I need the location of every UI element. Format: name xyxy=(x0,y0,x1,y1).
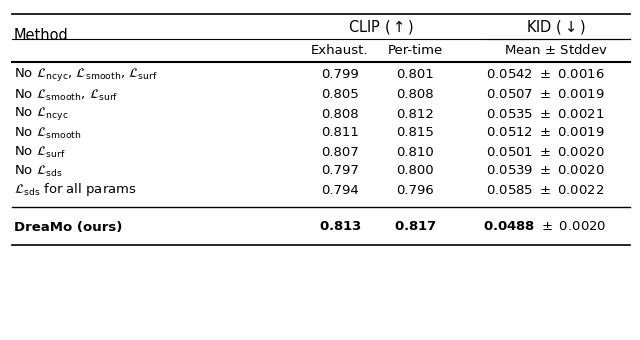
Text: CLIP ($\uparrow$): CLIP ($\uparrow$) xyxy=(348,18,414,36)
Text: KID ($\downarrow$): KID ($\downarrow$) xyxy=(526,18,586,36)
Text: 0.808: 0.808 xyxy=(396,88,434,102)
Text: $\mathbf{0.0488}\ \pm\ $0.0020: $\mathbf{0.0488}\ \pm\ $0.0020 xyxy=(483,221,607,234)
Text: 0.796: 0.796 xyxy=(396,184,434,197)
Text: 0.794: 0.794 xyxy=(321,184,359,197)
Text: 0.805: 0.805 xyxy=(321,88,359,102)
Text: 0.797: 0.797 xyxy=(321,165,359,177)
Text: 0.811: 0.811 xyxy=(321,126,359,139)
Text: Per-time: Per-time xyxy=(387,44,443,56)
Text: No $\mathcal{L}_{\mathrm{ncyc}}$: No $\mathcal{L}_{\mathrm{ncyc}}$ xyxy=(14,105,68,122)
Text: 0.800: 0.800 xyxy=(396,165,434,177)
Text: $0.0501\ \pm\ $0.0020: $0.0501\ \pm\ $0.0020 xyxy=(486,146,604,158)
Text: $0.0507\ \pm\ $0.0019: $0.0507\ \pm\ $0.0019 xyxy=(486,88,604,102)
Text: No $\mathcal{L}_{\mathrm{smooth}}$, $\mathcal{L}_{\mathrm{surf}}$: No $\mathcal{L}_{\mathrm{smooth}}$, $\ma… xyxy=(14,87,118,103)
Text: 0.801: 0.801 xyxy=(396,68,434,82)
Text: 0.812: 0.812 xyxy=(396,107,434,120)
Text: $0.0542\ \pm\ $0.0016: $0.0542\ \pm\ $0.0016 xyxy=(486,68,604,82)
Text: No $\mathcal{L}_{\mathrm{sds}}$: No $\mathcal{L}_{\mathrm{sds}}$ xyxy=(14,164,63,178)
Text: 0.810: 0.810 xyxy=(396,146,434,158)
Text: $0.0512\ \pm\ $0.0019: $0.0512\ \pm\ $0.0019 xyxy=(486,126,604,139)
Text: 0.808: 0.808 xyxy=(321,107,359,120)
Text: 0.799: 0.799 xyxy=(321,68,359,82)
Text: Mean $\pm$ Stddev: Mean $\pm$ Stddev xyxy=(504,43,608,57)
Text: $0.0539\ \pm\ $0.0020: $0.0539\ \pm\ $0.0020 xyxy=(486,165,604,177)
Text: $\mathbf{0.817}$: $\mathbf{0.817}$ xyxy=(394,221,436,234)
Text: 0.815: 0.815 xyxy=(396,126,434,139)
Text: 0.807: 0.807 xyxy=(321,146,359,158)
Text: Method: Method xyxy=(14,28,68,42)
Text: $0.0535\ \pm\ $0.0021: $0.0535\ \pm\ $0.0021 xyxy=(486,107,604,120)
Text: Exhaust.: Exhaust. xyxy=(311,44,369,56)
Text: No $\mathcal{L}_{\mathrm{surf}}$: No $\mathcal{L}_{\mathrm{surf}}$ xyxy=(14,144,65,159)
Text: DreaMo (ours): DreaMo (ours) xyxy=(14,221,122,234)
Text: $0.0585\ \pm\ $0.0022: $0.0585\ \pm\ $0.0022 xyxy=(486,184,604,197)
Text: No $\mathcal{L}_{\mathrm{smooth}}$: No $\mathcal{L}_{\mathrm{smooth}}$ xyxy=(14,125,81,140)
Text: $\mathbf{0.813}$: $\mathbf{0.813}$ xyxy=(319,221,362,234)
Text: $\mathcal{L}_{\mathrm{sds}}$ for all params: $\mathcal{L}_{\mathrm{sds}}$ for all par… xyxy=(14,182,137,199)
Text: No $\mathcal{L}_{\mathrm{ncyc}}$, $\mathcal{L}_{\mathrm{smooth}}$, $\mathcal{L}_: No $\mathcal{L}_{\mathrm{ncyc}}$, $\math… xyxy=(14,67,158,84)
